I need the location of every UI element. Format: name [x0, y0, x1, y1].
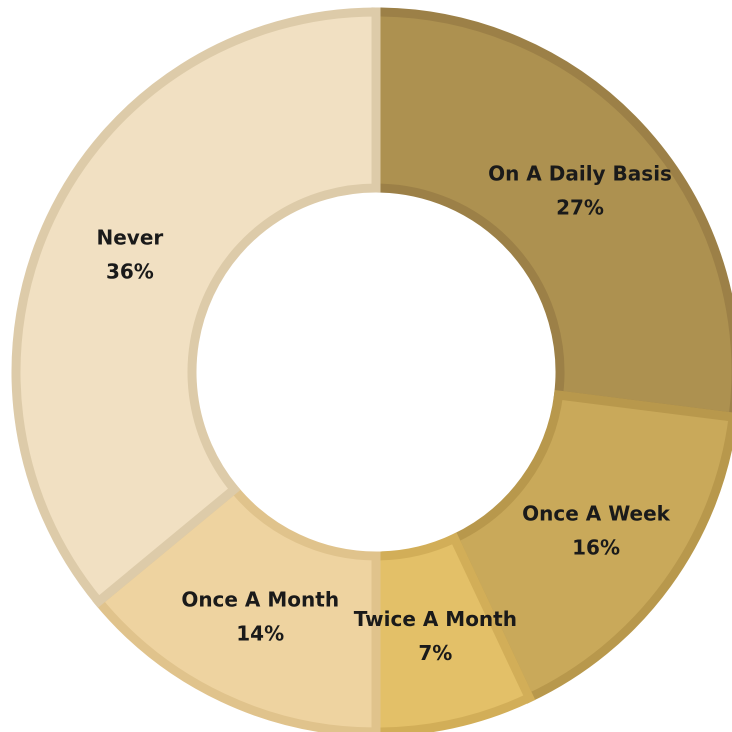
slice-label: Never — [96, 226, 163, 250]
value-label: 27% — [556, 196, 604, 220]
value-label: 7% — [418, 641, 452, 665]
slice — [371, 7, 732, 422]
value-label: 36% — [106, 260, 154, 284]
slice-label: Once A Month — [181, 588, 339, 612]
slice — [11, 7, 381, 608]
value-label: 14% — [236, 622, 284, 646]
slice-label: Twice A Month — [354, 607, 517, 631]
slice — [448, 390, 732, 704]
slice — [92, 482, 381, 732]
slice-label: On A Daily Basis — [488, 162, 672, 186]
slice-label: Once A Week — [522, 501, 671, 525]
value-label: 16% — [572, 535, 620, 559]
